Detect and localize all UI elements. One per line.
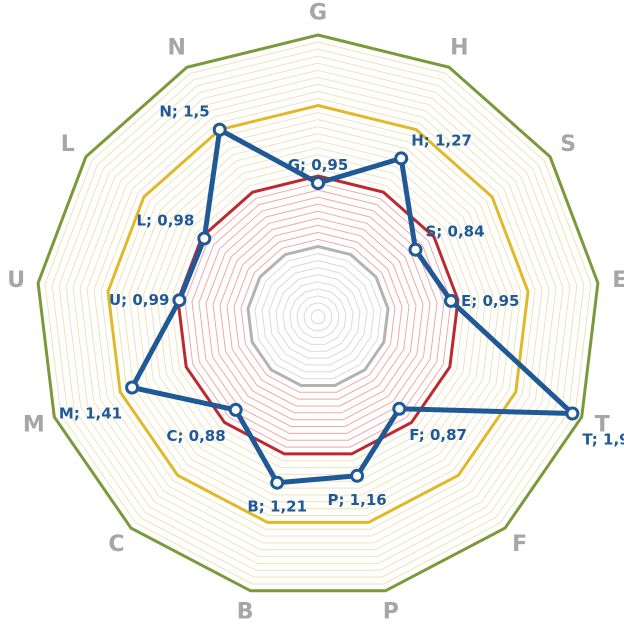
grid-ring [296, 295, 340, 338]
grid-ring [86, 83, 550, 544]
grid-ring [93, 90, 543, 537]
grid-ring [114, 111, 522, 516]
grid-ring [226, 224, 410, 407]
data-point [172, 293, 187, 308]
data-label: P; 1,16 [327, 491, 386, 509]
grid-ring [219, 217, 417, 414]
data-point [444, 293, 458, 308]
data-label: U; 0,99 [109, 291, 169, 309]
grid-ring [254, 253, 382, 380]
axis-labels: G H S E T F P B C M U L N [7, 1, 624, 624]
grid-ring [135, 133, 501, 496]
grid-ring [282, 281, 354, 352]
data-point [311, 176, 325, 191]
grid-ring [275, 274, 361, 359]
grid-ring [156, 154, 480, 475]
data-label: H; 1,27 [411, 131, 472, 149]
data-label: N; 1,5 [159, 103, 209, 121]
grid-ring [212, 210, 424, 421]
grid-ring [128, 126, 508, 503]
data-label: M; 1,41 [59, 405, 122, 423]
data-point [565, 406, 580, 421]
data-point [125, 380, 140, 395]
grid-ring [79, 76, 557, 551]
axis-label: H [450, 35, 468, 60]
axis-label: T [595, 412, 610, 437]
grid-ring [142, 140, 494, 489]
data-point [270, 475, 285, 490]
reference-ring [106, 103, 530, 524]
data-point [350, 468, 365, 483]
data-label: E; 0,95 [461, 292, 519, 310]
data-label: T; 1,93 [582, 431, 624, 449]
data-point [392, 401, 407, 416]
data-labels: G; 0,95 H; 1,27 S; 0,84 E; 0,95 T; 1,93 F; 0,… [59, 103, 624, 516]
axis-label: F [512, 532, 527, 557]
data-label: F; 0,87 [409, 426, 467, 444]
reference-ring [36, 33, 600, 593]
data-point [197, 231, 212, 246]
reference-ring [246, 244, 390, 387]
grid-ring [170, 168, 466, 462]
grid-ring [205, 203, 431, 427]
grid-ring [289, 288, 347, 345]
data-label: S; 0,84 [426, 223, 485, 241]
grid-ring [100, 97, 536, 530]
series-line [129, 127, 575, 486]
axis-label: U [7, 268, 25, 293]
grid-ring [310, 309, 326, 325]
grid-ring [303, 302, 333, 332]
grid-ring [51, 48, 585, 578]
reference-ring [176, 174, 460, 456]
grid-ring [58, 55, 578, 571]
grid-ring [261, 260, 375, 373]
data-point [212, 122, 227, 137]
axis-label: P [383, 600, 399, 624]
data-series [125, 122, 580, 490]
grid-rings [44, 41, 592, 585]
axis-label: E [612, 268, 624, 293]
grid-ring [121, 119, 515, 510]
grid-ring [268, 267, 368, 366]
grid-ring [240, 238, 396, 393]
grid-ring [191, 189, 445, 441]
data-point [408, 242, 423, 257]
grid-ring [184, 182, 452, 448]
data-point [394, 151, 409, 166]
axis-label: L [61, 132, 75, 157]
axis-label: M [23, 412, 45, 437]
data-label: G; 0,95 [288, 156, 349, 174]
axis-label: B [237, 600, 254, 624]
data-label: B; 1,21 [247, 498, 307, 516]
axis-label: G [309, 1, 327, 26]
reference-rings [36, 33, 600, 593]
grid-ring [72, 69, 564, 558]
axis-label: C [108, 532, 124, 557]
grid-ring [65, 62, 571, 564]
axis-label: N [167, 35, 185, 60]
grid-ring [163, 161, 473, 469]
data-label: L; 0,98 [137, 212, 195, 230]
grid-ring [44, 41, 592, 585]
grid-ring [233, 231, 403, 400]
axis-label: S [560, 132, 576, 157]
data-point [228, 402, 243, 417]
data-label: C; 0,88 [166, 427, 225, 445]
